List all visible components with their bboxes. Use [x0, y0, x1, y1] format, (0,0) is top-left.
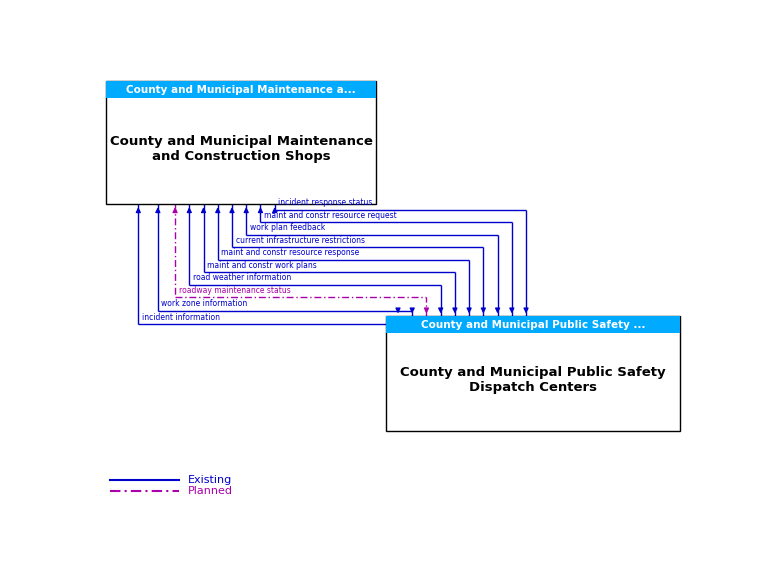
Bar — [386, 317, 679, 333]
Text: incident response status: incident response status — [278, 198, 373, 207]
Bar — [386, 317, 679, 431]
Text: maint and constr work plans: maint and constr work plans — [207, 261, 317, 269]
Bar — [106, 81, 376, 98]
Text: Planned: Planned — [187, 486, 233, 496]
Text: incident information: incident information — [142, 313, 220, 322]
Text: roadway maintenance status: roadway maintenance status — [178, 286, 291, 295]
Text: County and Municipal Public Safety ...: County and Municipal Public Safety ... — [421, 320, 645, 330]
Text: County and Municipal Public Safety
Dispatch Centers: County and Municipal Public Safety Dispa… — [400, 366, 666, 394]
Text: work plan feedback: work plan feedback — [249, 223, 325, 232]
Text: County and Municipal Maintenance
and Construction Shops: County and Municipal Maintenance and Con… — [109, 135, 373, 163]
Text: maint and constr resource response: maint and constr resource response — [221, 248, 360, 257]
Text: maint and constr resource request: maint and constr resource request — [264, 211, 397, 219]
Text: road weather information: road weather information — [193, 274, 291, 282]
Text: current infrastructure restrictions: current infrastructure restrictions — [236, 236, 365, 244]
Bar — [106, 81, 376, 204]
Text: work zone information: work zone information — [161, 299, 248, 308]
Text: County and Municipal Maintenance a...: County and Municipal Maintenance a... — [126, 84, 356, 94]
Text: Existing: Existing — [187, 475, 232, 485]
